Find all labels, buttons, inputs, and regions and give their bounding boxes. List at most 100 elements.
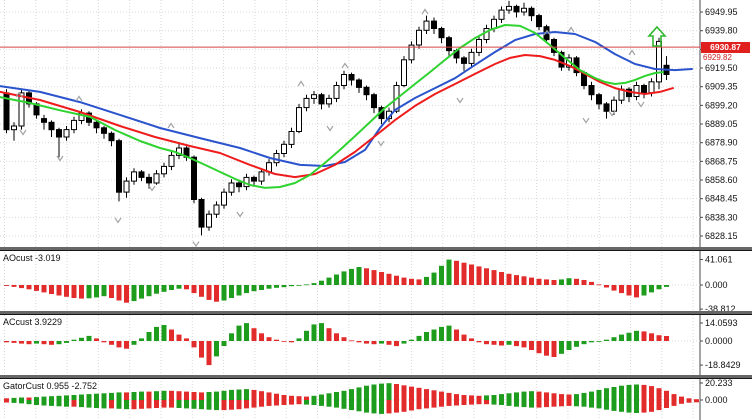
- histogram-bar: [161, 390, 167, 400]
- fractal-down-icon: [608, 110, 616, 117]
- histogram-bar: [611, 337, 617, 341]
- candle-body: [93, 121, 100, 129]
- histogram-bar: [19, 400, 24, 404]
- candle-body: [191, 156, 197, 200]
- histogram-bar: [581, 280, 587, 285]
- candle-body: [116, 140, 122, 193]
- histogram-bar: [251, 285, 257, 292]
- histogram-bar: [371, 384, 377, 400]
- histogram-bar: [604, 285, 609, 288]
- alligator-lips-line: [0, 24, 664, 189]
- histogram-bar: [394, 341, 399, 347]
- histogram-bar: [116, 400, 122, 409]
- histogram-bar: [641, 400, 647, 413]
- histogram-bar: [259, 333, 264, 341]
- histogram-bar: [686, 400, 692, 403]
- histogram-bar: [589, 281, 594, 285]
- indicator-panel-gator[interactable]: 20.233 0.000: [0, 379, 752, 420]
- histogram-bar: [49, 285, 54, 294]
- indicator-panel-ac[interactable]: 14.0593 0.0000 -18.8429: [0, 315, 752, 375]
- histogram-bar: [694, 400, 699, 403]
- histogram-bar: [581, 400, 587, 407]
- histogram-bar: [446, 325, 452, 341]
- candle-body: [258, 171, 265, 182]
- indicator-tick-label: -38.812: [705, 304, 736, 311]
- histogram-bar: [26, 400, 32, 405]
- histogram-bar: [401, 277, 407, 285]
- histogram-bar: [41, 341, 47, 345]
- price-tick-label: 6868.75: [705, 156, 738, 166]
- indicator-tick-label: -18.8429: [705, 360, 741, 370]
- histogram-bar: [229, 400, 234, 410]
- histogram-bar: [664, 336, 669, 341]
- panel-separator[interactable]: [0, 247, 752, 251]
- histogram-bar: [566, 394, 572, 400]
- histogram-bar: [26, 397, 32, 400]
- histogram-bar: [574, 341, 579, 347]
- histogram-bar: [71, 400, 77, 407]
- histogram-bar: [656, 400, 662, 411]
- candle-body: [423, 20, 430, 31]
- panel-separator[interactable]: [0, 375, 752, 379]
- histogram-bar: [619, 334, 624, 341]
- indicator-tick-label: 14.0593: [705, 318, 738, 328]
- histogram-bar: [641, 384, 647, 400]
- histogram-bar: [551, 393, 557, 400]
- histogram-bar: [514, 400, 519, 407]
- candle-body: [153, 173, 160, 184]
- histogram-bar: [41, 400, 47, 406]
- histogram-bar: [124, 341, 129, 349]
- histogram-bar: [371, 341, 377, 345]
- histogram-bar: [154, 400, 159, 408]
- histogram-bar: [604, 339, 609, 341]
- histogram-bar: [559, 279, 564, 285]
- histogram-bar: [176, 285, 182, 289]
- alligator-teeth-line: [0, 54, 674, 179]
- price-tick-label: 6828.15: [705, 231, 738, 241]
- candle-body: [311, 94, 317, 99]
- histogram-bar: [154, 391, 159, 400]
- histogram-bar: [109, 400, 114, 409]
- candle-body: [513, 5, 520, 13]
- histogram-bar: [641, 285, 647, 296]
- histogram-bar: [574, 394, 579, 400]
- histogram-bar: [289, 400, 294, 405]
- histogram-bar: [424, 389, 429, 400]
- candle-body: [363, 86, 370, 96]
- histogram-bar: [506, 400, 512, 406]
- histogram-bar: [221, 341, 227, 347]
- histogram-bar: [469, 264, 474, 285]
- panel-separator[interactable]: [0, 311, 752, 315]
- histogram-bar: [326, 393, 332, 400]
- histogram-bar: [229, 285, 234, 298]
- histogram-bar: [236, 325, 242, 341]
- indicator-panel-ao[interactable]: 41.061 0.000 -38.812: [0, 251, 752, 311]
- histogram-bar: [56, 341, 62, 345]
- histogram-bar: [79, 285, 84, 299]
- histogram-bar: [26, 285, 32, 290]
- histogram-bar: [184, 338, 189, 341]
- histogram-bar: [4, 341, 9, 343]
- histogram-bar: [64, 395, 69, 400]
- histogram-bar: [424, 400, 429, 409]
- fractal-down-icon: [582, 117, 590, 124]
- histogram-bar: [296, 396, 302, 400]
- histogram-bar: [169, 400, 174, 408]
- histogram-bar: [484, 341, 489, 345]
- candle-body: [168, 154, 175, 167]
- histogram-bar: [544, 341, 549, 356]
- histogram-bar: [401, 400, 407, 412]
- histogram-bar: [244, 323, 249, 341]
- indicator-tick-label: 41.061: [705, 255, 733, 265]
- histogram-bar: [364, 268, 369, 285]
- candle-body: [468, 51, 475, 64]
- histogram-bar: [491, 270, 497, 285]
- candle-body: [236, 182, 242, 188]
- histogram-bar: [109, 392, 114, 400]
- histogram-bar: [416, 400, 422, 410]
- candle-body: [558, 51, 565, 68]
- histogram-bar: [26, 341, 32, 345]
- indicator-tick-label: 0.0000: [705, 336, 733, 346]
- histogram-bar: [484, 400, 489, 405]
- main-price-chart[interactable]: 6949.956939.806929.656919.506909.356899.…: [0, 0, 752, 251]
